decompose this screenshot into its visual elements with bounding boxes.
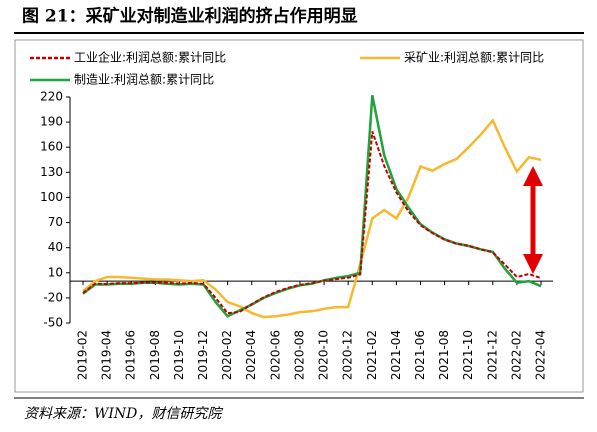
x-tick-label: 2020-12 <box>341 330 355 380</box>
x-tick-label: 2021-08 <box>437 330 451 380</box>
x-tick-label: 2020-04 <box>244 330 258 380</box>
y-tick-label: 40 <box>48 240 63 254</box>
legend-label: 采矿业:利润总额:累计同比 <box>404 51 544 65</box>
line-series <box>82 118 542 319</box>
y-tick-label: 70 <box>48 215 63 229</box>
x-tick-label: 2019-02 <box>76 330 90 380</box>
x-tick-label: 2019-10 <box>172 330 186 380</box>
x-tick-label: 2021-04 <box>389 330 403 380</box>
x-tick-label: 2019-04 <box>100 330 114 380</box>
x-tick-label: 2021-10 <box>461 330 475 380</box>
y-tick-label: 130 <box>40 165 63 179</box>
source: 资料来源：WIND，财信研究院 <box>24 406 223 422</box>
x-tick-label: 2020-10 <box>317 330 331 380</box>
y-tick-label: 100 <box>40 190 63 204</box>
x-tick-label: 2020-08 <box>292 330 306 380</box>
chart-frame <box>14 39 584 393</box>
y-tick-label: 10 <box>48 265 63 279</box>
x-tick-label: 2020-02 <box>220 330 234 380</box>
x-tick-label: 2019-12 <box>196 330 210 380</box>
y-tick-label: 160 <box>40 140 63 154</box>
legend-label: 工业企业:利润总额:累计同比 <box>74 50 226 65</box>
line-series <box>82 131 542 315</box>
x-tick-label: 2019-06 <box>124 330 138 380</box>
x-tick-label: 2021-06 <box>413 330 427 380</box>
x-tick-label: 2021-12 <box>485 330 499 380</box>
chart-title: 图 21：采矿业对制造业利润的挤占作用明显 <box>22 6 358 27</box>
y-tick-label: 190 <box>40 115 63 129</box>
x-tick-label: 2022-02 <box>509 330 523 380</box>
x-tick-label: 2022-04 <box>534 330 548 380</box>
x-tick-label: 2020-06 <box>268 330 282 380</box>
y-tick-label: 220 <box>40 90 63 104</box>
x-tick-label: 2019-08 <box>148 330 162 380</box>
legend-label: 制造业:利润总额:累计同比 <box>74 73 214 87</box>
x-tick-label: 2021-02 <box>365 330 379 380</box>
y-tick-label: -50 <box>43 316 63 330</box>
y-tick-label: -20 <box>43 290 63 304</box>
